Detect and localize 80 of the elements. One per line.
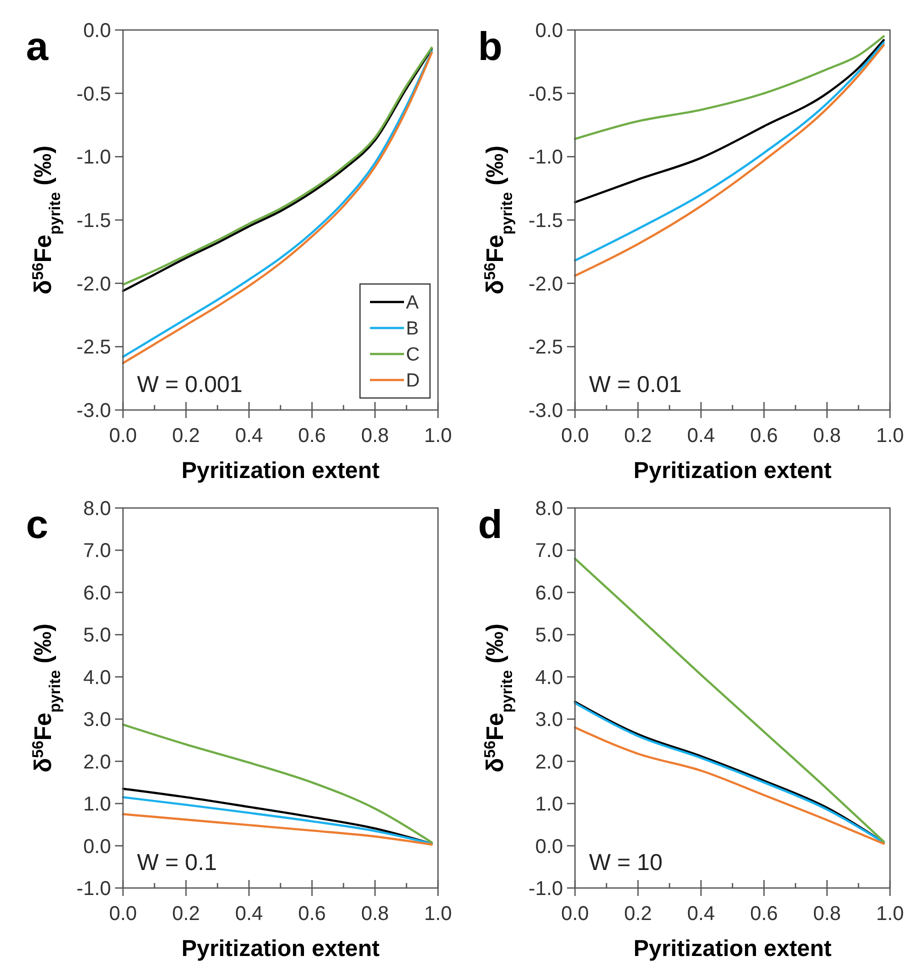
annotation: W = 10: [589, 849, 663, 875]
y-tick-label: -1.0: [528, 878, 563, 900]
x-tick-label: 0.6: [750, 903, 778, 925]
y-tick-label: 1.0: [83, 794, 111, 816]
x-tick-label: 0.4: [235, 425, 263, 447]
y-tick-label: -2.5: [76, 336, 111, 359]
line-series: [574, 558, 885, 843]
x-tick-label: 0.4: [687, 903, 715, 925]
y-tick-label: 2.0: [535, 751, 563, 774]
y-tick-label: 0.0: [535, 20, 563, 42]
y-tick-label: -1.0: [76, 878, 111, 900]
line-series: [574, 39, 885, 204]
y-tick-label: 7.0: [83, 540, 111, 562]
x-tick-label: 0.8: [361, 903, 389, 925]
x-tick-label: 0.0: [109, 903, 137, 925]
legend-label: A: [406, 292, 419, 314]
x-tick-label: 0.2: [172, 903, 200, 925]
x-tick-label: 0.8: [813, 425, 841, 447]
y-tick-label: 5.0: [83, 624, 111, 647]
y-tick-label: 8.0: [535, 498, 563, 520]
x-tick-label: 0.2: [624, 425, 652, 447]
chart-title: d: [478, 503, 502, 547]
chart-title: c: [26, 503, 48, 547]
legend-label: B: [406, 318, 419, 340]
y-tick-label: -3.0: [528, 400, 563, 422]
y-tick-label: 7.0: [535, 540, 563, 562]
x-tick-label: 0.8: [813, 903, 841, 925]
y-tick-label: 0.0: [535, 836, 563, 858]
x-tick-label: 1.0: [876, 425, 904, 447]
y-tick-label: 2.0: [83, 751, 111, 774]
x-axis-title: Pyritization extent: [633, 457, 832, 483]
annotation: W = 0.1: [137, 849, 217, 875]
y-tick-label: 1.0: [535, 794, 563, 816]
x-tick-label: 0.2: [624, 903, 652, 925]
y-tick-label: 8.0: [83, 498, 111, 520]
y-tick-label: 5.0: [535, 624, 563, 647]
x-tick-label: 0.0: [561, 903, 589, 925]
x-tick-label: 0.6: [298, 903, 326, 925]
x-tick-label: 1.0: [424, 425, 452, 447]
y-tick-label: 3.0: [535, 709, 563, 732]
legend-label: C: [406, 344, 420, 366]
y-tick-label: -0.5: [528, 83, 563, 106]
y-tick-label: -2.5: [528, 336, 563, 359]
legend-label: D: [406, 370, 420, 392]
chart-title: a: [26, 25, 49, 69]
x-tick-label: 0.8: [361, 425, 389, 447]
x-tick-label: 0.6: [750, 425, 778, 447]
x-tick-label: 0.4: [687, 425, 715, 447]
y-tick-label: -1.0: [528, 146, 563, 169]
y-tick-label: -1.0: [76, 146, 111, 169]
y-tick-label: 6.0: [83, 582, 111, 604]
x-axis-title: Pyritization extent: [181, 935, 380, 961]
y-tick-label: -2.0: [528, 273, 563, 296]
x-tick-label: 0.0: [109, 425, 137, 447]
line-series: [122, 813, 433, 846]
y-tick-label: -1.5: [76, 210, 111, 232]
y-tick-label: 6.0: [535, 582, 563, 604]
annotation: W = 0.001: [137, 371, 242, 397]
line-series: [122, 724, 433, 844]
y-tick-label: 0.0: [83, 836, 111, 858]
y-tick-label: 0.0: [83, 20, 111, 42]
y-tick-label: 4.0: [535, 666, 563, 689]
x-tick-label: 1.0: [876, 903, 904, 925]
line-series: [574, 726, 885, 845]
y-tick-label: -2.0: [76, 273, 111, 296]
y-tick-label: 3.0: [83, 709, 111, 732]
chart-title: b: [478, 25, 502, 69]
x-axis-title: Pyritization extent: [633, 935, 832, 961]
y-tick-label: -3.0: [76, 400, 111, 422]
x-axis-title: Pyritization extent: [181, 457, 380, 483]
annotation: W = 0.01: [589, 371, 682, 397]
y-tick-label: 4.0: [83, 666, 111, 689]
y-tick-label: -1.5: [528, 210, 563, 232]
x-tick-label: 1.0: [424, 903, 452, 925]
x-tick-label: 0.2: [172, 425, 200, 447]
x-tick-label: 0.4: [235, 903, 263, 925]
line-series: [574, 35, 885, 140]
x-tick-label: 0.0: [561, 425, 589, 447]
y-tick-label: -0.5: [76, 83, 111, 106]
x-tick-label: 0.6: [298, 425, 326, 447]
